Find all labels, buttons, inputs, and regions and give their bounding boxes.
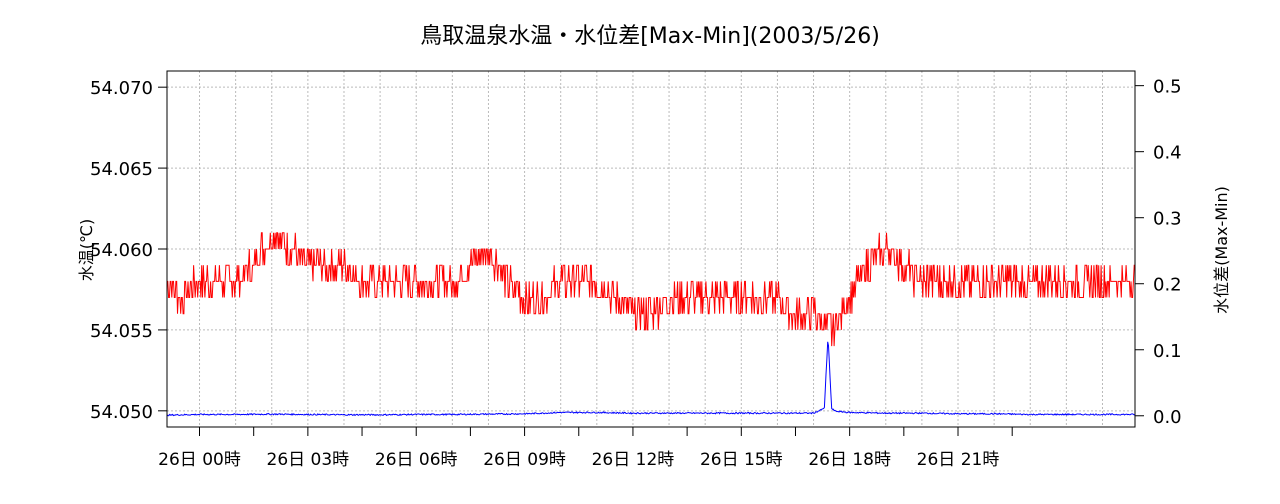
water-level-difference-series xyxy=(166,341,1136,417)
y-axis-label-right: 水位差(Max-Min) xyxy=(1212,186,1231,314)
y-right-tick-label: 0.4 xyxy=(1153,143,1182,164)
y-right-tick-label: 0.1 xyxy=(1153,341,1182,362)
y-left-tick-label: 54.065 xyxy=(90,159,153,180)
y-left-tick-label: 54.060 xyxy=(90,240,153,261)
y-right-tick-label: 0.0 xyxy=(1153,407,1182,428)
water-temperature-series xyxy=(167,232,1135,347)
y-left-tick-label: 54.055 xyxy=(90,321,153,342)
x-tick-label: 26日 15時 xyxy=(700,450,783,470)
x-tick-label: 26日 00時 xyxy=(158,450,241,470)
series-layer xyxy=(166,232,1136,417)
x-tick-label: 26日 12時 xyxy=(592,450,675,470)
x-tick-label: 26日 06時 xyxy=(375,450,458,470)
grid-layer xyxy=(167,71,1135,427)
y-right-tick-label: 0.5 xyxy=(1153,77,1182,98)
y-axis-label-left: 水温(℃) xyxy=(77,219,96,281)
x-tick-label: 26日 21時 xyxy=(917,450,1000,470)
chart-title: 鳥取温泉水温・水位差[Max-Min](2003/5/26) xyxy=(420,24,880,49)
y-right-tick-label: 0.3 xyxy=(1153,209,1182,230)
y-left-tick-label: 54.050 xyxy=(90,402,153,423)
x-tick-label: 26日 03時 xyxy=(267,450,350,470)
axis-layer: 26日 00時 26日 03時 26日 06時 26日 09時 26日 12時 26日 1… xyxy=(90,77,1182,470)
x-tick-label: 26日 09時 xyxy=(483,450,566,470)
y-left-tick-label: 54.070 xyxy=(90,78,153,99)
x-tick-label: 26日 18時 xyxy=(808,450,891,470)
y-right-tick-label: 0.2 xyxy=(1153,275,1182,296)
